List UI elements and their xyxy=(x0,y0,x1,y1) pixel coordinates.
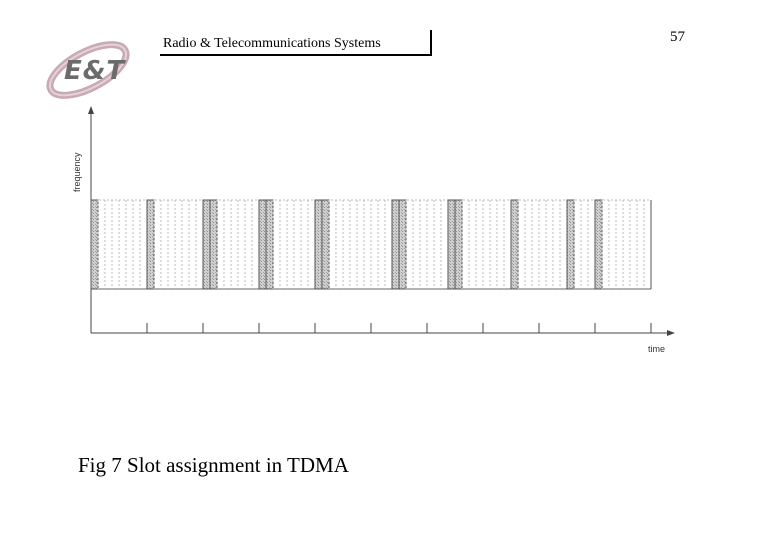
assigned-slot xyxy=(265,199,274,290)
assigned-slot xyxy=(202,199,211,290)
axes: frequency time xyxy=(72,106,675,354)
header-divider xyxy=(430,30,432,54)
assigned-slot xyxy=(146,199,155,290)
header-underline xyxy=(160,54,432,56)
slot-grid xyxy=(90,199,652,290)
assigned-slot xyxy=(258,199,267,290)
y-axis-arrow xyxy=(88,106,94,114)
assigned-slot xyxy=(209,199,218,290)
figure-caption: Fig 7 Slot assignment in TDMA xyxy=(78,453,349,477)
x-axis-arrow xyxy=(667,330,675,336)
assigned-slot xyxy=(321,199,330,290)
assigned-slot xyxy=(510,199,519,290)
x-axis-label: time xyxy=(648,344,665,354)
assigned-slot xyxy=(398,199,407,290)
assigned-slot xyxy=(454,199,463,290)
y-axis-label: frequency xyxy=(72,152,82,192)
assigned-slot xyxy=(391,199,400,290)
assigned-slot xyxy=(314,199,323,290)
assigned-slot xyxy=(447,199,456,290)
assigned-slot xyxy=(594,199,603,290)
assigned-slot xyxy=(90,199,99,290)
assigned-slot xyxy=(566,199,575,290)
e-and-t-logo: E&T xyxy=(46,41,130,99)
frame-ticks xyxy=(146,323,652,333)
header-title: Radio & Telecommunications Systems xyxy=(163,36,381,51)
svg-text:E&T: E&T xyxy=(64,56,126,86)
page-number: 57 xyxy=(670,29,685,45)
